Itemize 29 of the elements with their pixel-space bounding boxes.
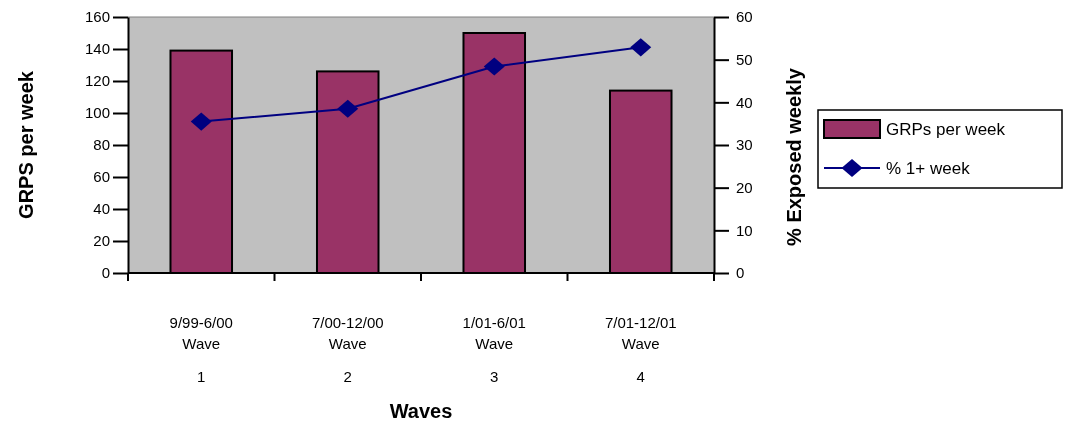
x-tick-label: 7/01-12/01 Wave 4 [604, 314, 677, 385]
y2-tick-label: 20 [736, 178, 753, 196]
point [630, 38, 652, 57]
y-tick-label: 40 [93, 200, 110, 218]
y-tick-label: 60 [93, 168, 110, 186]
point [337, 99, 359, 118]
y2-tick-label: 10 [736, 221, 753, 239]
x-tick-label: 1/01-6/01 Wave 3 [462, 314, 526, 385]
legend-label: GRPs per week [886, 120, 1006, 139]
y2-tick-label: 0 [736, 264, 745, 282]
x-tick-label: 7/00-12/00 Wave 2 [311, 314, 384, 385]
y2-axis-title: % Exposed weekly [783, 67, 805, 246]
y-tick-label: 0 [101, 264, 110, 282]
y-tick-label: 160 [84, 8, 110, 26]
point [190, 112, 212, 131]
y-tick-label: 120 [84, 72, 110, 90]
legend-label: % 1+ week [886, 159, 971, 178]
x-axis-title: Waves [389, 400, 453, 421]
y2-tick-label: 30 [736, 136, 753, 154]
y2-tick-label: 60 [736, 8, 753, 26]
y2-tick-label: 50 [736, 50, 753, 68]
y-tick-label: 80 [93, 136, 110, 154]
y-tick-label: 140 [84, 40, 110, 58]
y-tick-label: 20 [93, 232, 110, 250]
x-tick-label: 9/99-6/00 Wave 1 [169, 314, 233, 385]
y-axis-title: GRPS per week [15, 70, 37, 219]
y-tick-label: 100 [84, 104, 110, 122]
y2-tick-label: 40 [736, 93, 753, 111]
point [483, 57, 505, 76]
